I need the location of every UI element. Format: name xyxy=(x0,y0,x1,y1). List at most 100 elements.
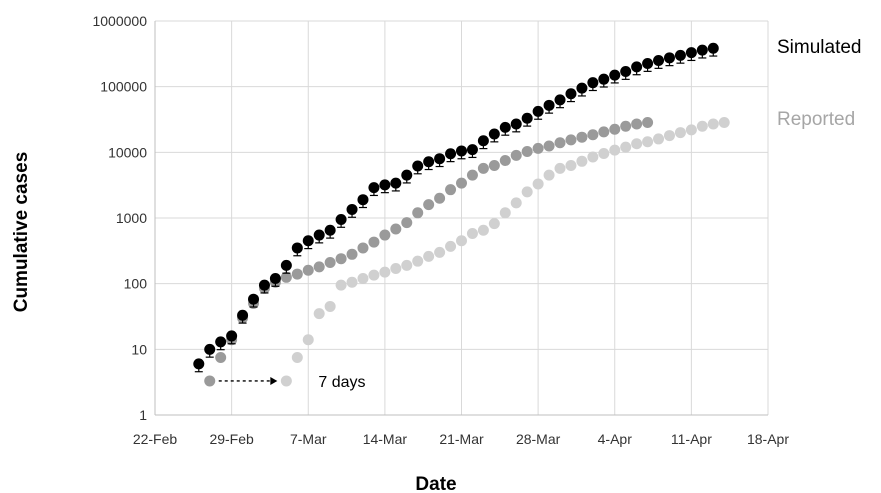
axes: 1 10 100 1000 10000 100000 1000000 22-Feb 29-Feb… xyxy=(92,13,789,447)
data-point xyxy=(565,88,577,100)
data-point xyxy=(554,94,566,106)
data-point xyxy=(609,69,621,81)
data-point xyxy=(466,144,478,156)
data-point xyxy=(215,352,227,364)
data-point xyxy=(193,358,205,370)
data-point xyxy=(631,138,643,150)
data-point xyxy=(248,293,260,305)
data-point xyxy=(445,148,457,160)
annotation-arrow-head xyxy=(270,376,278,385)
data-point xyxy=(401,259,413,271)
data-point xyxy=(598,147,610,159)
x-tick-label: 28-Mar xyxy=(516,431,561,447)
data-point xyxy=(565,134,577,146)
data-point xyxy=(226,330,238,342)
data-point xyxy=(718,116,730,128)
data-point xyxy=(313,229,325,241)
data-point xyxy=(620,141,632,153)
data-point xyxy=(663,130,675,142)
data-point xyxy=(532,178,544,190)
data-point xyxy=(499,121,511,133)
data-point xyxy=(576,82,588,94)
data-point xyxy=(499,207,511,219)
data-point xyxy=(488,218,500,230)
data-point xyxy=(215,336,227,348)
data-point xyxy=(324,300,336,312)
annotation-group: 7 days xyxy=(218,374,365,391)
x-tick-label: 11-Apr xyxy=(671,431,712,447)
data-point xyxy=(510,118,522,130)
data-point xyxy=(521,186,533,198)
data-point xyxy=(685,124,697,136)
data-point xyxy=(401,169,413,181)
data-point xyxy=(412,207,424,219)
data-point xyxy=(291,352,303,364)
data-point xyxy=(335,253,347,265)
y-tick-label: 10000 xyxy=(108,144,147,160)
x-tick-label: 22-Feb xyxy=(133,431,178,447)
data-point xyxy=(696,120,708,132)
annotation-label: 7 days xyxy=(318,374,365,391)
data-point xyxy=(313,261,325,273)
data-point xyxy=(434,153,446,165)
data-point xyxy=(576,155,588,167)
data-point xyxy=(576,131,588,143)
data-point xyxy=(335,279,347,291)
data-point xyxy=(510,149,522,161)
data-point xyxy=(434,246,446,258)
data-point xyxy=(620,66,632,78)
data-point xyxy=(302,235,314,247)
y-tick-label: 100000 xyxy=(100,79,147,95)
data-point xyxy=(488,128,500,140)
y-tick-label: 100 xyxy=(124,276,148,292)
data-point xyxy=(456,235,467,247)
data-point xyxy=(598,73,610,85)
data-point xyxy=(368,236,380,248)
data-point xyxy=(543,140,555,152)
data-point xyxy=(642,116,654,128)
data-point xyxy=(707,118,719,130)
data-point xyxy=(357,242,369,254)
data-point xyxy=(423,156,435,168)
data-point xyxy=(565,160,577,172)
data-point xyxy=(587,151,599,163)
data-point xyxy=(346,203,358,215)
data-point xyxy=(642,136,654,148)
data-point xyxy=(390,263,402,275)
data-point xyxy=(466,169,478,181)
data-point xyxy=(587,129,599,141)
legend-label: Reported xyxy=(777,109,855,130)
data-point xyxy=(379,179,391,191)
data-point xyxy=(663,52,675,64)
x-tick-label: 21-Mar xyxy=(439,431,484,447)
data-point xyxy=(642,58,654,70)
data-point xyxy=(653,55,665,67)
x-tick-label: 29-Feb xyxy=(209,431,254,447)
data-point xyxy=(401,217,413,229)
data-point xyxy=(412,255,424,267)
data-point xyxy=(620,120,632,132)
data-point xyxy=(434,192,446,204)
data-point xyxy=(291,242,303,254)
data-point xyxy=(390,223,402,235)
data-point xyxy=(302,334,314,346)
data-point xyxy=(609,144,621,156)
x-tick-label: 14-Mar xyxy=(363,431,408,447)
data-point xyxy=(302,264,314,276)
data-point xyxy=(346,276,358,288)
data-point xyxy=(445,240,457,252)
data-point xyxy=(346,248,358,260)
y-tick-label: 10 xyxy=(131,341,147,357)
data-point xyxy=(477,224,489,236)
data-point xyxy=(357,194,369,206)
data-point xyxy=(696,44,708,56)
data-point xyxy=(554,137,566,149)
data-point xyxy=(598,126,610,138)
x-tick-label: 7-Mar xyxy=(290,431,327,447)
data-point xyxy=(532,105,544,117)
data-point xyxy=(335,213,347,225)
y-tick-label: 1000000 xyxy=(92,13,147,29)
data-point xyxy=(456,177,467,189)
data-point xyxy=(609,123,621,135)
data-point xyxy=(456,145,467,157)
